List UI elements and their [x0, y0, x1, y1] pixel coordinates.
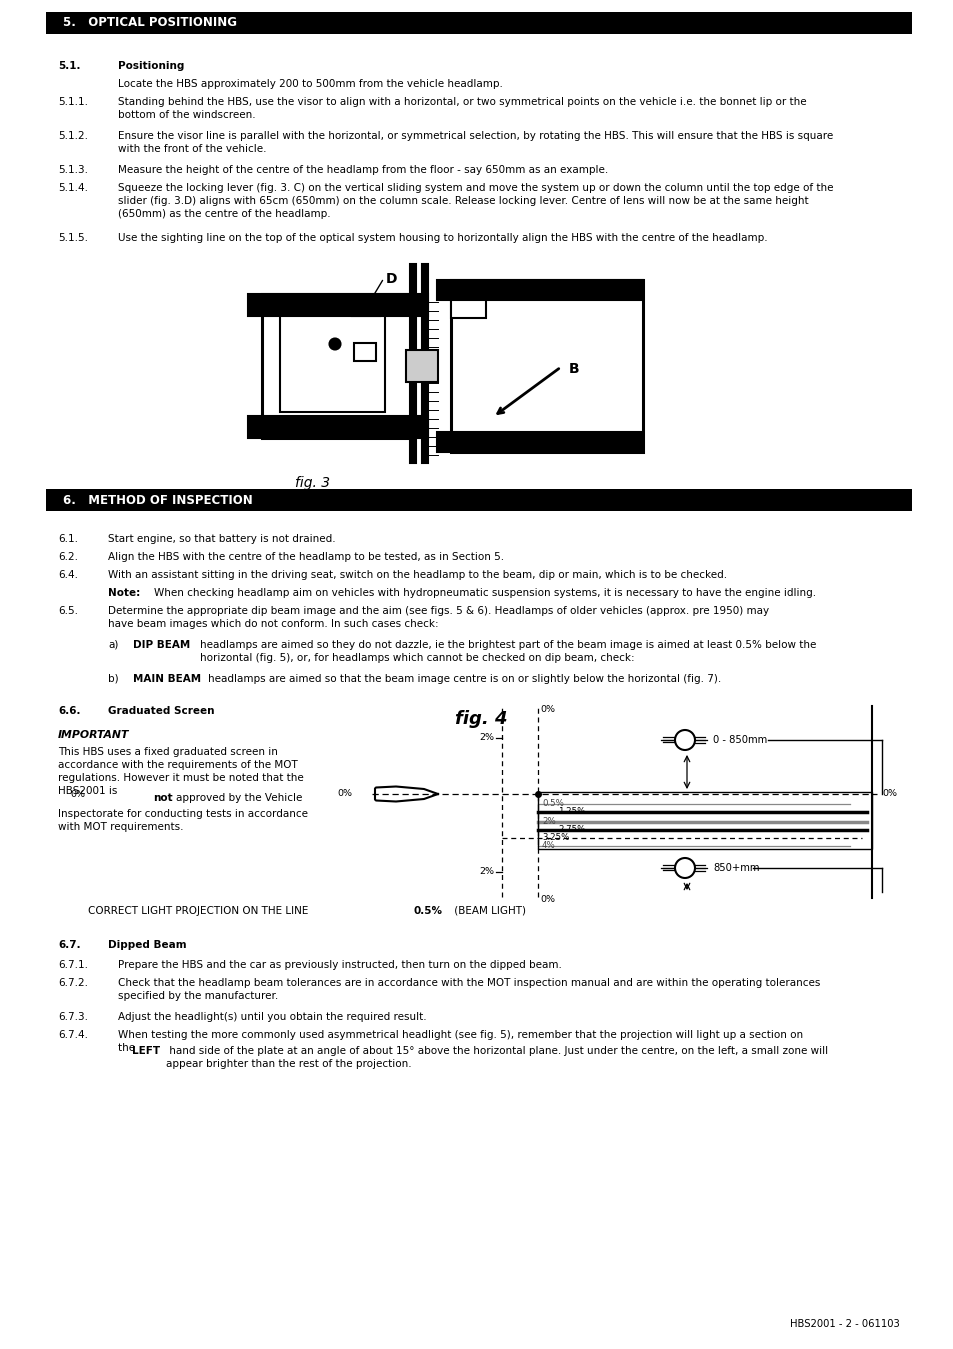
Text: With an assistant sitting in the driving seat, switch on the headlamp to the bea: With an assistant sitting in the driving…	[108, 571, 726, 580]
Text: 6.7.4.: 6.7.4.	[58, 1031, 88, 1040]
Text: b): b)	[108, 674, 118, 684]
Text: 6.7.1.: 6.7.1.	[58, 960, 88, 970]
Text: Squeeze the locking lever (fig. 3. C) on the vertical sliding system and move th: Squeeze the locking lever (fig. 3. C) on…	[118, 183, 833, 219]
Text: 4%: 4%	[541, 842, 556, 850]
Text: Check that the headlamp beam tolerances are in accordance with the MOT inspectio: Check that the headlamp beam tolerances …	[118, 978, 820, 1001]
Text: Use the sighting line on the top of the optical system housing to horizontally a: Use the sighting line on the top of the …	[118, 233, 767, 243]
Text: A: A	[293, 339, 303, 352]
Text: headlamps are aimed so they do not dazzle, ie the brightest part of the beam ima: headlamps are aimed so they do not dazzl…	[200, 639, 816, 662]
Text: Ensure the visor line is parallel with the horizontal, or symmetrical selection,: Ensure the visor line is parallel with t…	[118, 131, 832, 154]
Text: C: C	[288, 376, 298, 390]
Text: 5.1.1.: 5.1.1.	[58, 97, 88, 107]
Text: 5.   OPTICAL POSITIONING: 5. OPTICAL POSITIONING	[63, 16, 236, 30]
Text: This HBS uses a fixed graduated screen in
accordance with the requirements of th: This HBS uses a fixed graduated screen i…	[58, 747, 303, 796]
Text: Inspectorate for conducting tests in accordance
with MOT requirements.: Inspectorate for conducting tests in acc…	[58, 809, 308, 832]
Text: 6.4.: 6.4.	[58, 571, 78, 580]
Text: LEFT: LEFT	[132, 1047, 160, 1056]
Text: 6.7.3.: 6.7.3.	[58, 1012, 88, 1023]
Text: 5.1.: 5.1.	[58, 61, 80, 71]
Text: (BEAM LIGHT): (BEAM LIGHT)	[451, 907, 525, 916]
Text: Graduated Screen: Graduated Screen	[108, 706, 214, 716]
Text: 0%: 0%	[539, 894, 555, 904]
Bar	[451, 299, 485, 318]
Text: 6.7.2.: 6.7.2.	[58, 978, 88, 987]
Bar	[436, 432, 642, 452]
Text: 2%: 2%	[478, 734, 494, 742]
Text: 6.5.: 6.5.	[58, 606, 78, 616]
Bar	[46, 12, 911, 34]
Bar	[280, 316, 385, 411]
Text: Standing behind the HBS, use the visor to align with a horizontal, or two symmet: Standing behind the HBS, use the visor t…	[118, 97, 806, 120]
Text: 6.6.: 6.6.	[58, 706, 80, 716]
Text: approved by the Vehicle: approved by the Vehicle	[175, 793, 302, 804]
Text: 5.1.5.: 5.1.5.	[58, 233, 88, 243]
Bar	[248, 415, 428, 438]
Circle shape	[675, 730, 695, 750]
Text: 2%: 2%	[541, 817, 556, 827]
Text: 6.   METHOD OF INSPECTION: 6. METHOD OF INSPECTION	[63, 494, 253, 506]
Text: a): a)	[108, 639, 118, 650]
Text: 6.7.: 6.7.	[58, 940, 81, 950]
Bar	[354, 343, 375, 362]
Text: 6.2.: 6.2.	[58, 552, 78, 563]
Text: Determine the appropriate dip beam image and the aim (see figs. 5 & 6). Headlamp: Determine the appropriate dip beam image…	[108, 606, 768, 629]
Bar	[451, 281, 642, 452]
Circle shape	[675, 858, 695, 878]
Text: When checking headlamp aim on vehicles with hydropneumatic suspension systems, i: When checking headlamp aim on vehicles w…	[153, 588, 815, 598]
Bar	[410, 264, 416, 463]
Text: MAIN BEAM: MAIN BEAM	[132, 674, 201, 684]
Text: 0%: 0%	[70, 791, 85, 800]
Text: Positioning: Positioning	[118, 61, 184, 71]
Text: 2%: 2%	[478, 867, 494, 877]
Text: 0%: 0%	[336, 789, 352, 799]
Text: 1.25%: 1.25%	[558, 808, 585, 816]
Text: CORRECT LIGHT PROJECTION ON THE LINE: CORRECT LIGHT PROJECTION ON THE LINE	[88, 907, 312, 916]
Bar	[537, 792, 871, 849]
Text: headlamps are aimed so that the beam image centre is on or slightly below the ho: headlamps are aimed so that the beam ima…	[208, 674, 720, 684]
Text: 3.25%: 3.25%	[541, 834, 569, 843]
Text: 0 - 850mm: 0 - 850mm	[712, 735, 766, 745]
Text: D: D	[386, 272, 397, 286]
Text: Note:: Note:	[108, 588, 140, 598]
Bar	[248, 294, 428, 316]
Text: 0%: 0%	[882, 789, 896, 799]
Text: HBS2001 - 2 - 061103: HBS2001 - 2 - 061103	[789, 1319, 899, 1329]
Text: fig. 4: fig. 4	[455, 710, 507, 728]
Text: 5.1.2.: 5.1.2.	[58, 131, 88, 142]
Bar	[406, 349, 437, 382]
Text: not: not	[152, 793, 172, 804]
Bar	[46, 488, 911, 511]
Bar	[262, 294, 414, 438]
Text: 0%: 0%	[539, 706, 555, 714]
Text: B: B	[568, 362, 579, 376]
Bar	[436, 281, 642, 299]
Bar	[421, 264, 428, 463]
Text: 850+mm: 850+mm	[712, 863, 759, 873]
Text: fig. 3: fig. 3	[294, 476, 330, 490]
Text: IMPORTANT: IMPORTANT	[58, 730, 130, 741]
Bar	[352, 299, 379, 316]
Text: Locate the HBS approximately 200 to 500mm from the vehicle headlamp.: Locate the HBS approximately 200 to 500m…	[118, 80, 502, 89]
Text: Prepare the HBS and the car as previously instructed, then turn on the dipped be: Prepare the HBS and the car as previousl…	[118, 960, 561, 970]
Text: When testing the more commonly used asymmetrical headlight (see fig. 5), remembe: When testing the more commonly used asym…	[118, 1031, 802, 1052]
Text: Start engine, so that battery is not drained.: Start engine, so that battery is not dra…	[108, 534, 335, 544]
Text: 2.75%: 2.75%	[558, 826, 585, 835]
Text: Adjust the headlight(s) until you obtain the required result.: Adjust the headlight(s) until you obtain…	[118, 1012, 426, 1023]
Text: Measure the height of the centre of the headlamp from the floor - say 650mm as a: Measure the height of the centre of the …	[118, 165, 608, 175]
Text: Align the HBS with the centre of the headlamp to be tested, as in Section 5.: Align the HBS with the centre of the hea…	[108, 552, 503, 563]
Text: 5.1.4.: 5.1.4.	[58, 183, 88, 193]
Circle shape	[329, 339, 340, 349]
Text: hand side of the plate at an angle of about 15° above the horizontal plane. Just: hand side of the plate at an angle of ab…	[166, 1047, 827, 1070]
Text: Dipped Beam: Dipped Beam	[108, 940, 187, 950]
Text: 0.5%: 0.5%	[414, 907, 442, 916]
Text: 5.1.3.: 5.1.3.	[58, 165, 88, 175]
Text: 0.5%: 0.5%	[541, 800, 563, 808]
Text: DIP BEAM: DIP BEAM	[132, 639, 190, 650]
Text: 6.1.: 6.1.	[58, 534, 78, 544]
